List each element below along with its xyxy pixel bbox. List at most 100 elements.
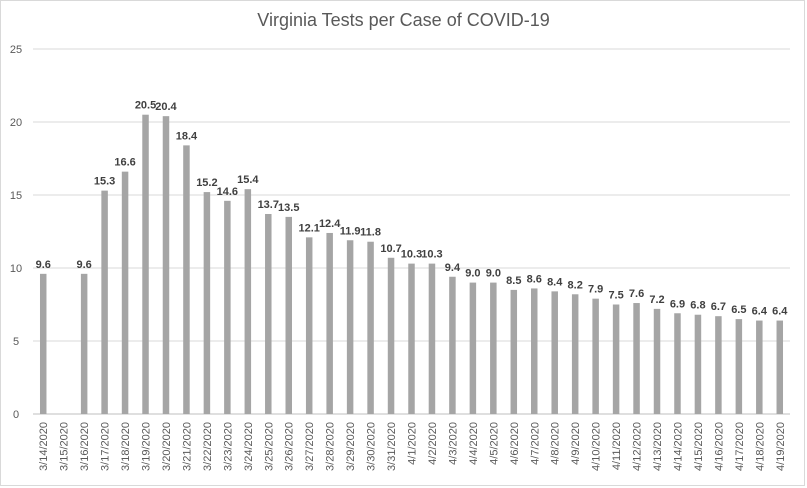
bar bbox=[735, 319, 743, 414]
bar bbox=[469, 282, 477, 414]
x-tick-label: 3/31/2020 bbox=[386, 422, 398, 471]
bar bbox=[674, 313, 681, 414]
bar bbox=[305, 237, 313, 414]
x-tick-label: 4/10/2020 bbox=[591, 422, 603, 471]
x-tick-label: 4/2/2020 bbox=[427, 422, 439, 465]
data-label: 18.4 bbox=[176, 130, 198, 142]
x-tick-label: 4/11/2020 bbox=[611, 422, 623, 470]
x-tick-label: 3/17/2020 bbox=[100, 422, 112, 471]
y-tick-label: 0 bbox=[13, 409, 19, 421]
bar bbox=[142, 114, 149, 414]
data-label: 10.3 bbox=[401, 249, 422, 261]
x-tick-label: 4/18/2020 bbox=[754, 422, 766, 471]
x-tick-label: 4/6/2020 bbox=[509, 422, 521, 465]
data-label: 9.6 bbox=[36, 259, 51, 271]
y-tick-label: 15 bbox=[10, 190, 22, 202]
y-tick-label: 5 bbox=[13, 336, 19, 348]
y-tick-label: 25 bbox=[10, 44, 22, 56]
data-label: 6.5 bbox=[731, 304, 746, 316]
x-tick-label: 4/12/2020 bbox=[632, 422, 644, 471]
x-tick-label: 4/9/2020 bbox=[570, 422, 582, 465]
data-label: 15.4 bbox=[237, 174, 259, 186]
x-tick-label: 3/29/2020 bbox=[345, 422, 357, 471]
x-tick-label: 3/21/2020 bbox=[181, 422, 193, 471]
data-label: 7.5 bbox=[608, 290, 623, 302]
data-label: 11.9 bbox=[340, 225, 361, 237]
x-tick-label: 4/5/2020 bbox=[488, 422, 500, 465]
bar bbox=[244, 189, 252, 414]
bar bbox=[162, 116, 170, 414]
data-label: 7.9 bbox=[588, 284, 603, 296]
bar bbox=[449, 276, 456, 414]
bar bbox=[346, 240, 354, 414]
data-label: 6.7 bbox=[711, 301, 726, 313]
data-label: 6.8 bbox=[690, 300, 705, 312]
bar bbox=[224, 200, 231, 414]
bar bbox=[653, 308, 661, 414]
bar bbox=[408, 263, 415, 414]
bar bbox=[265, 213, 272, 414]
chart-title: Virginia Tests per Case of COVID-19 bbox=[257, 10, 550, 30]
x-tick-label: 3/18/2020 bbox=[120, 422, 132, 471]
x-tick-label: 3/28/2020 bbox=[325, 422, 337, 471]
bar bbox=[715, 316, 722, 414]
data-label: 6.4 bbox=[752, 306, 768, 318]
bar bbox=[80, 273, 88, 414]
bar bbox=[694, 314, 702, 414]
data-label: 14.6 bbox=[217, 186, 238, 198]
bar bbox=[756, 320, 763, 414]
y-tick-label: 10 bbox=[10, 263, 22, 275]
bar bbox=[285, 216, 292, 414]
data-label: 8.2 bbox=[568, 279, 583, 291]
data-label: 9.4 bbox=[445, 262, 461, 274]
data-label: 20.5 bbox=[135, 100, 156, 112]
bar bbox=[510, 289, 518, 414]
data-label: 9.0 bbox=[486, 268, 501, 280]
bar bbox=[387, 257, 395, 414]
bar bbox=[39, 273, 47, 414]
data-label: 13.5 bbox=[278, 202, 299, 214]
bar bbox=[183, 145, 190, 415]
x-tick-label: 4/3/2020 bbox=[447, 422, 459, 465]
data-label: 20.4 bbox=[155, 101, 177, 113]
bar bbox=[551, 291, 558, 414]
bar bbox=[592, 298, 599, 414]
bar bbox=[326, 232, 333, 414]
bar bbox=[612, 304, 620, 414]
x-tick-label: 3/30/2020 bbox=[366, 422, 378, 471]
x-tick-label: 4/16/2020 bbox=[713, 422, 725, 471]
x-tick-label: 4/13/2020 bbox=[652, 422, 664, 471]
data-label: 8.4 bbox=[547, 276, 563, 288]
x-tick-label: 3/25/2020 bbox=[263, 422, 275, 471]
x-tick-label: 3/14/2020 bbox=[38, 422, 50, 471]
data-label: 11.8 bbox=[360, 227, 381, 239]
x-tick-label: 4/7/2020 bbox=[529, 422, 541, 465]
bar bbox=[121, 171, 129, 414]
data-label: 7.2 bbox=[649, 294, 664, 306]
x-tick-label: 4/14/2020 bbox=[672, 422, 684, 471]
x-tick-label: 4/1/2020 bbox=[407, 422, 419, 465]
x-tick-label: 3/27/2020 bbox=[304, 422, 316, 471]
x-tick-label: 4/17/2020 bbox=[734, 422, 746, 471]
data-label: 8.6 bbox=[527, 273, 542, 285]
data-label: 12.1 bbox=[298, 222, 319, 234]
bar bbox=[490, 282, 497, 414]
x-tick-label: 3/24/2020 bbox=[243, 422, 255, 471]
data-label: 15.3 bbox=[94, 176, 115, 188]
x-tick-label: 4/4/2020 bbox=[468, 422, 480, 465]
data-label: 10.3 bbox=[421, 249, 442, 261]
x-tick-label: 3/23/2020 bbox=[222, 422, 234, 471]
bar bbox=[633, 303, 640, 414]
data-label: 8.5 bbox=[506, 275, 521, 287]
bar bbox=[428, 263, 436, 414]
data-label: 9.6 bbox=[77, 259, 92, 271]
x-tick-label: 3/20/2020 bbox=[161, 422, 173, 471]
bar bbox=[367, 241, 374, 414]
data-label: 13.7 bbox=[258, 199, 279, 211]
data-label: 9.0 bbox=[465, 268, 480, 280]
x-tick-label: 4/8/2020 bbox=[550, 422, 562, 465]
bar bbox=[203, 192, 211, 414]
